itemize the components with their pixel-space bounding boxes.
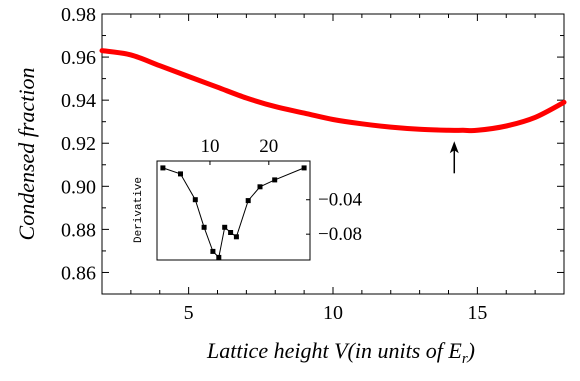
derivative-point	[222, 224, 228, 230]
derivative-point	[272, 177, 278, 183]
minimum-arrow	[449, 141, 459, 174]
derivative-point	[210, 248, 216, 254]
derivative-point	[301, 165, 307, 171]
y-tick-label: 0.90	[61, 176, 96, 198]
derivative-point	[257, 184, 263, 190]
condensed-fraction-curve	[99, 48, 567, 134]
y-tick-label: 0.98	[61, 4, 96, 26]
arrow-head	[449, 141, 459, 154]
inset-y-tick-label: −0.04	[318, 190, 362, 211]
derivative-point	[233, 234, 239, 240]
derivative-point	[192, 197, 198, 203]
derivative-point	[216, 254, 222, 260]
x-axis-title-var: V	[334, 338, 350, 363]
derivative-inset: 10 20 −0.04 −0.08 Derivative	[133, 136, 362, 261]
derivative-point	[245, 198, 251, 204]
y-tick-label: 0.96	[61, 47, 96, 69]
x-axis-title-sub: r	[462, 351, 468, 367]
derivative-point	[160, 165, 166, 171]
x-axis-title-end: )	[466, 338, 475, 363]
x-tick-label: 10	[323, 302, 343, 324]
inset-x-tick-label: 10	[200, 136, 219, 157]
inset-y-tick-labels: −0.04 −0.08	[318, 190, 362, 245]
inset-x-tick-labels: 10 20	[200, 136, 278, 157]
derivative-point	[201, 224, 207, 230]
y-tick-labels: 0.86 0.88 0.90 0.92 0.94 0.96 0.98	[61, 4, 96, 284]
x-axis-title-unit: E	[447, 338, 462, 363]
x-axis-title: Lattice height V(in units of Er)	[206, 338, 475, 367]
y-tick-label: 0.86	[61, 262, 96, 284]
inset-y-axis-title: Derivative	[133, 177, 145, 243]
inset-axis-ticks	[209, 161, 310, 235]
y-tick-label: 0.88	[61, 219, 96, 241]
inset-y-tick-label: −0.08	[318, 224, 362, 245]
x-tick-label: 15	[467, 302, 487, 324]
x-tick-label: 5	[184, 302, 194, 324]
inset-x-tick-label: 20	[259, 136, 278, 157]
y-tick-label: 0.94	[61, 90, 96, 112]
derivative-point	[178, 171, 183, 177]
x-axis-title-mid: (in units of	[348, 338, 449, 363]
y-axis-title: Condensed fraction	[14, 68, 39, 241]
x-tick-labels: 5 10 15	[184, 302, 488, 324]
main-axis-ticks	[102, 13, 564, 294]
x-axis-title-prefix: Lattice height	[206, 338, 334, 363]
derivative-markers	[160, 165, 307, 260]
derivative-point	[228, 230, 234, 235]
y-tick-label: 0.92	[61, 133, 96, 155]
